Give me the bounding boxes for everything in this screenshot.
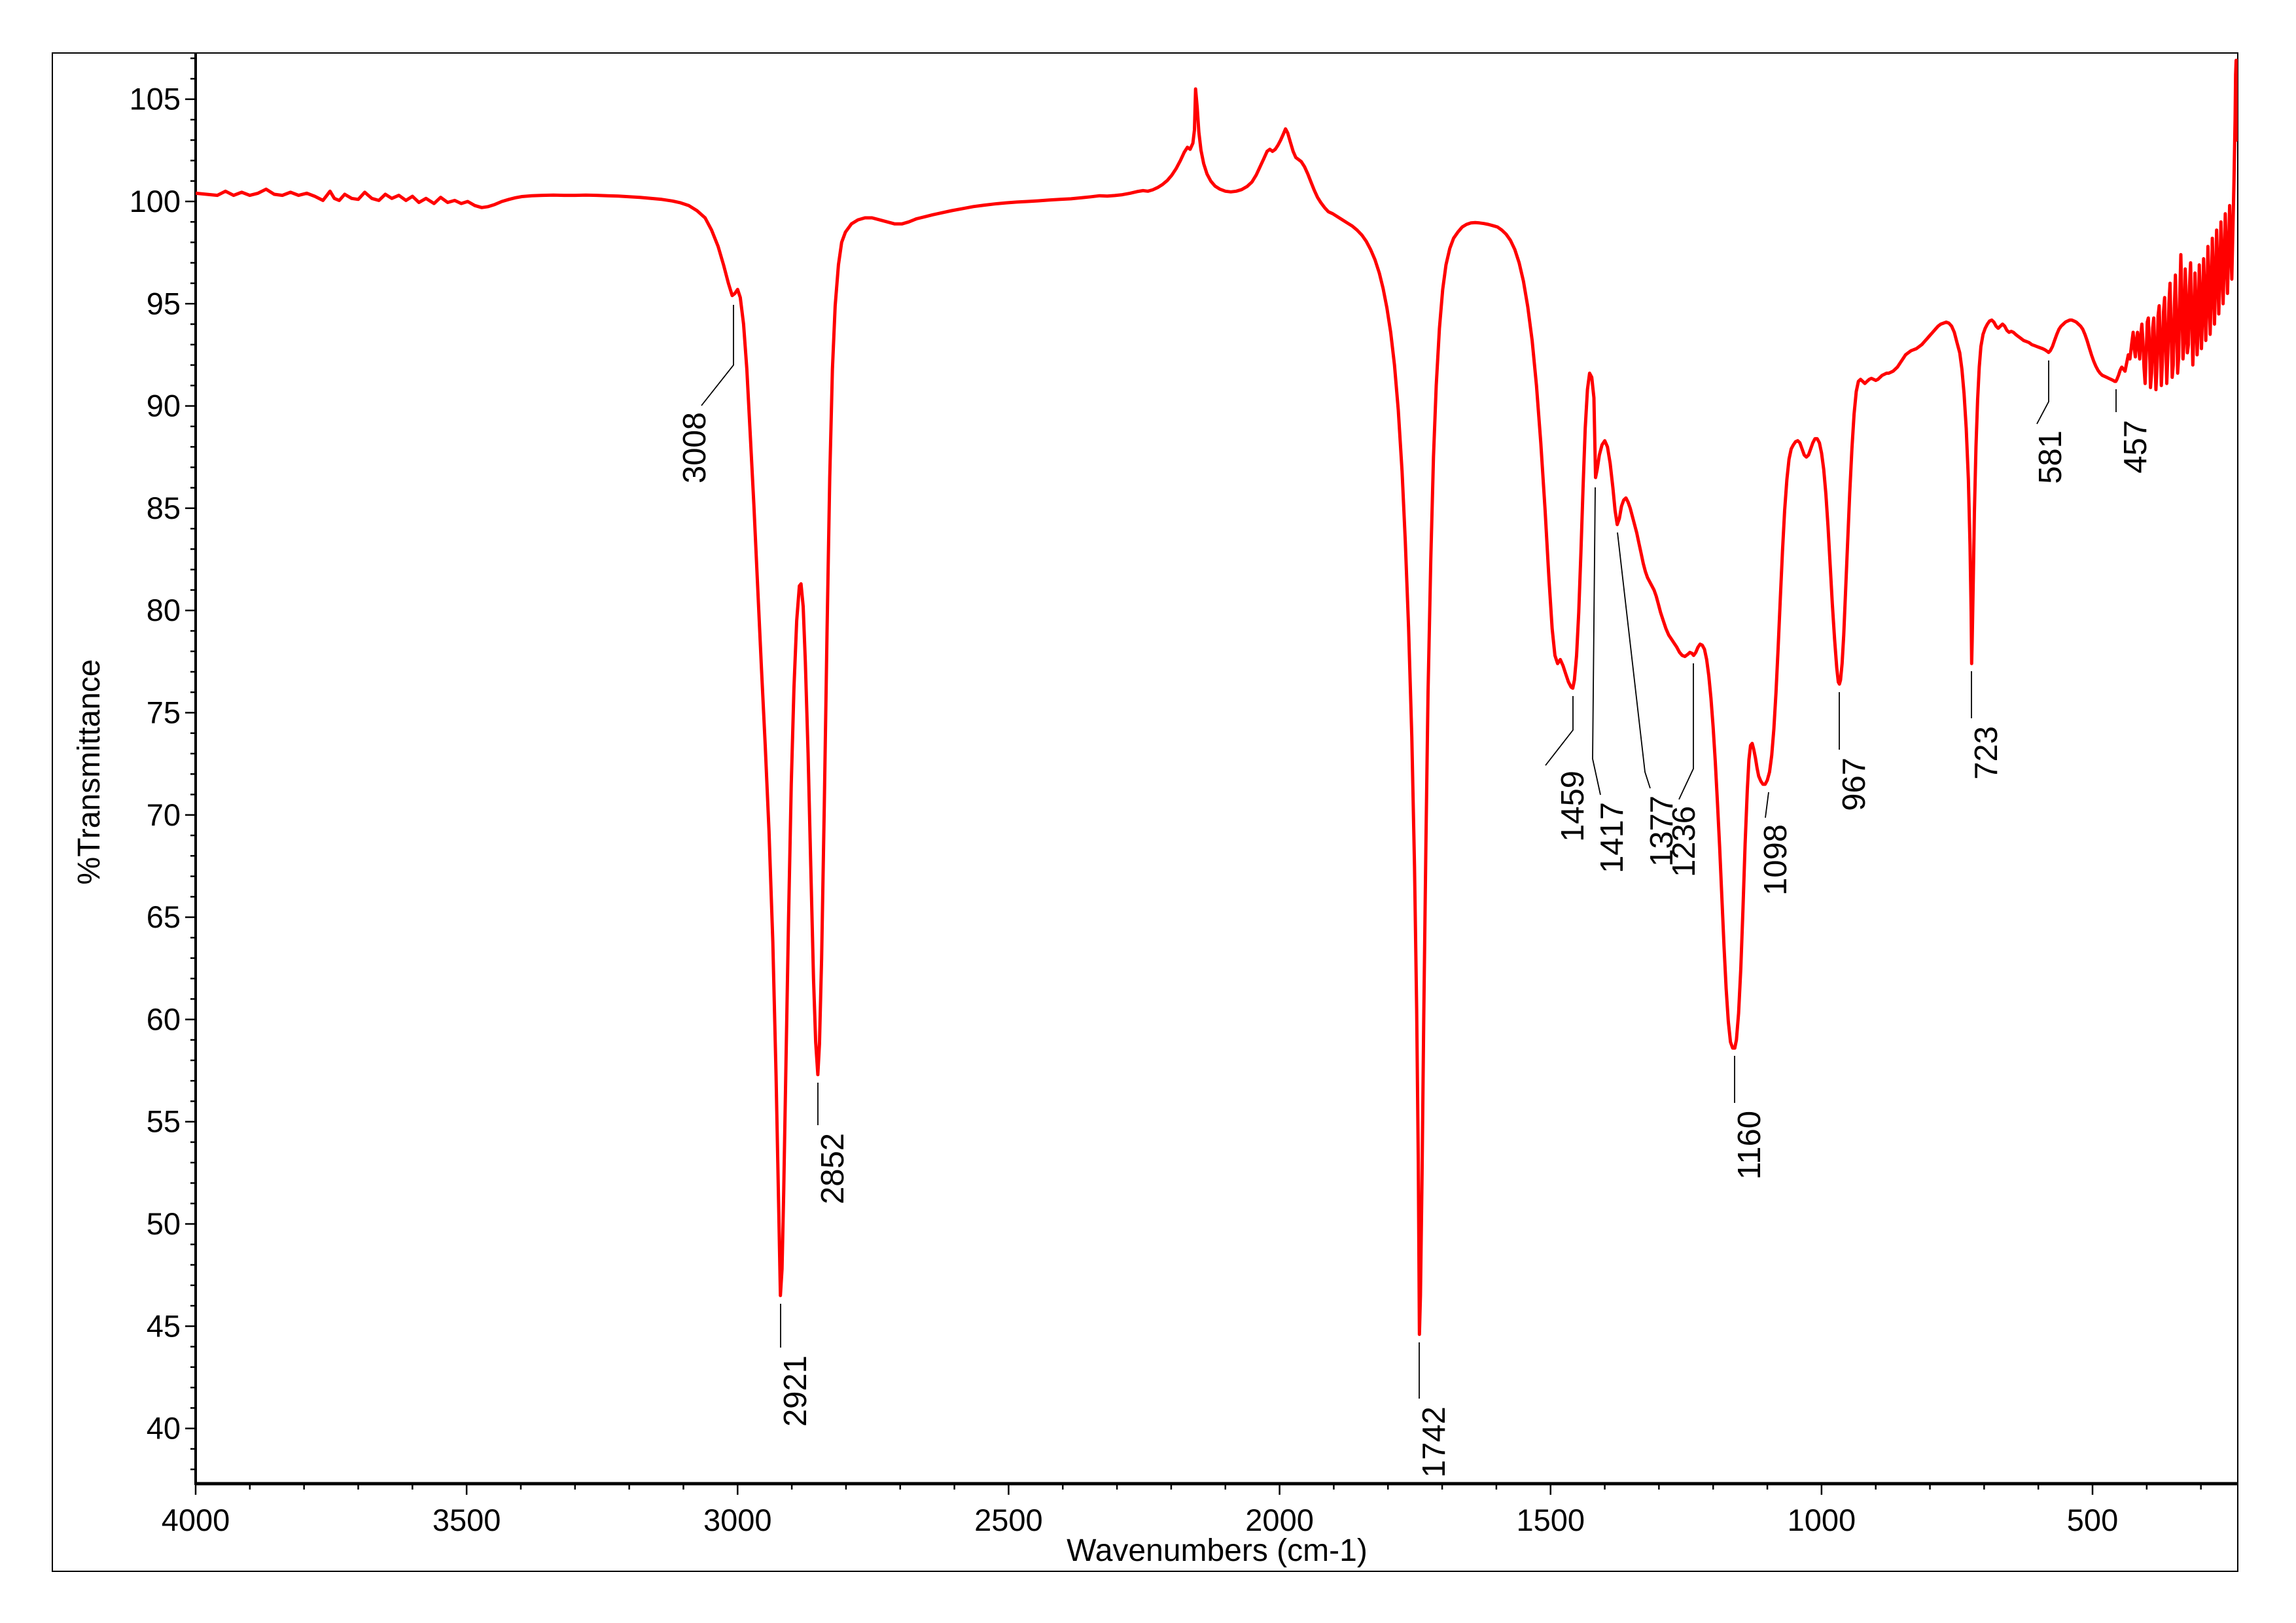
peak-label: 1160	[1732, 1111, 1767, 1179]
peak-label: 1377	[1644, 795, 1680, 867]
peak-annotation-967: 967	[1837, 692, 1872, 811]
peak-leader-line	[1765, 792, 1769, 818]
y-tick-label: 45	[147, 1308, 181, 1343]
y-tick-label: 65	[147, 899, 181, 934]
peak-label: 723	[1969, 726, 2004, 780]
x-tick-label: 3000	[703, 1503, 772, 1537]
peak-annotation-1098: 1098	[1758, 792, 1793, 896]
peak-label: 2921	[778, 1355, 813, 1427]
peak-label: 967	[1837, 758, 1872, 811]
peak-leader-line	[701, 305, 734, 406]
y-tick-label: 100	[130, 184, 181, 218]
x-tick-label: 4000	[162, 1503, 230, 1537]
peak-annotation-581: 581	[2033, 360, 2068, 484]
y-tick-label: 90	[147, 389, 181, 423]
peak-annotation-1160: 1160	[1732, 1056, 1767, 1179]
peak-leader-line	[1617, 532, 1651, 789]
peak-label: 3008	[677, 412, 713, 483]
figure-frame	[52, 52, 2238, 1572]
peak-label: 457	[2118, 420, 2153, 474]
peak-annotation-1236: 1236	[1667, 663, 1702, 877]
peak-annotation-3008: 3008	[677, 305, 734, 483]
peak-annotation-1459: 1459	[1545, 696, 1591, 842]
y-tick-label: 55	[147, 1104, 181, 1139]
peak-annotation-1417: 1417	[1592, 487, 1630, 873]
y-tick-label: 80	[147, 593, 181, 627]
x-tick-label: 3500	[433, 1503, 501, 1537]
peak-label: 1098	[1758, 824, 1793, 896]
y-tick-label: 75	[147, 695, 181, 729]
spectrum-curve-group	[196, 58, 2238, 1336]
peak-annotation-2921: 2921	[778, 1304, 813, 1427]
peak-annotation-457: 457	[2115, 389, 2153, 474]
peak-label: 1236	[1667, 806, 1702, 877]
peak-annotation-2852: 2852	[815, 1083, 851, 1204]
y-axis-title: %Transmittance	[72, 659, 107, 885]
peak-annotation-1377: 1377	[1617, 532, 1680, 867]
x-tick-label: 500	[2067, 1503, 2118, 1537]
y-tick-label: 70	[147, 797, 181, 832]
y-tick-label: 40	[147, 1411, 181, 1446]
peak-label: 1417	[1595, 802, 1630, 873]
x-tick-label: 2500	[974, 1503, 1043, 1537]
peak-leader-line	[2036, 360, 2049, 425]
y-tick-label: 85	[147, 491, 181, 525]
peak-label: 581	[2033, 430, 2068, 484]
peak-leader-line	[1592, 487, 1601, 795]
y-axis: 105 100 95 90 85 80 75 70 65 60 55 50 45 40	[130, 53, 197, 1485]
x-tick-label: 1000	[1788, 1503, 1856, 1537]
peak-label: 2852	[815, 1133, 851, 1204]
peak-leader-line	[1678, 663, 1694, 800]
peak-annotation-1742: 1742	[1417, 1342, 1452, 1478]
x-tick-label: 1500	[1516, 1503, 1585, 1537]
x-axis-title: Wavenumbers (cm-1)	[1067, 1533, 1368, 1568]
y-tick-label: 60	[147, 1002, 181, 1036]
spectrum-trace	[196, 58, 2238, 1336]
x-axis: 4000 3500 3000 2500 2000 1500 1000 500	[162, 1482, 2238, 1537]
peak-label: 1742	[1417, 1406, 1452, 1478]
y-tick-label: 95	[147, 286, 181, 321]
y-tick-label: 105	[130, 82, 181, 116]
peak-leader-line	[1545, 696, 1574, 766]
y-tick-label: 50	[147, 1206, 181, 1241]
peak-annotation-723: 723	[1969, 671, 2004, 780]
peak-label: 1459	[1555, 771, 1591, 842]
x-tick-label: 2000	[1245, 1503, 1314, 1537]
